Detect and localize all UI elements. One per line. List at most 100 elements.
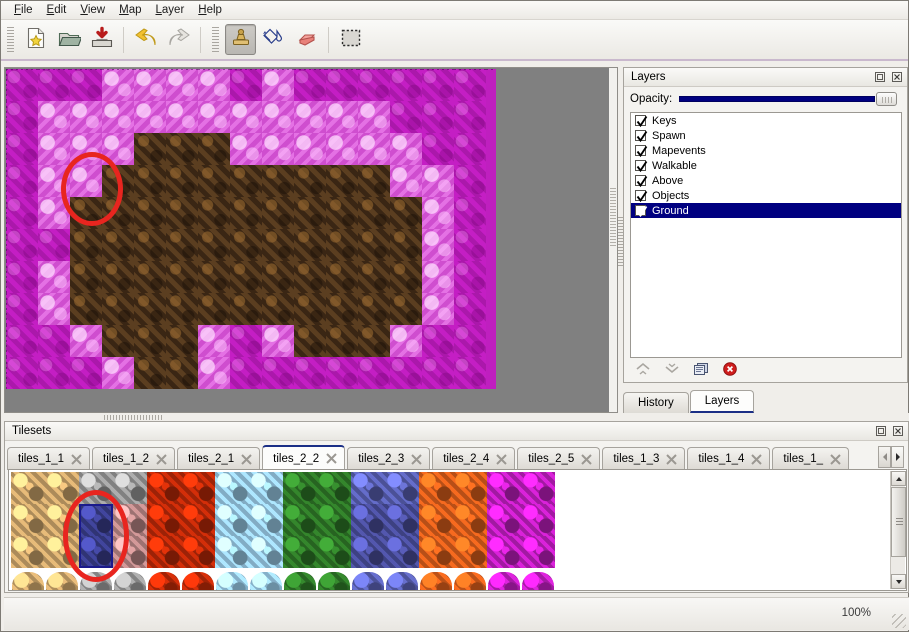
map-tile[interactable] bbox=[358, 101, 390, 133]
toolbar-drag-grip[interactable] bbox=[7, 26, 14, 53]
map-tile[interactable] bbox=[166, 261, 198, 293]
tileset-tile[interactable] bbox=[215, 568, 249, 590]
tileset-tile[interactable] bbox=[45, 472, 80, 505]
tileset-tile[interactable] bbox=[453, 472, 488, 505]
map-tile[interactable] bbox=[390, 69, 422, 101]
tileset-tile[interactable] bbox=[45, 504, 80, 537]
map-tile[interactable] bbox=[262, 293, 294, 325]
map-tile[interactable] bbox=[422, 229, 454, 261]
map-tile[interactable] bbox=[294, 133, 326, 165]
tileset-tile[interactable] bbox=[283, 504, 318, 537]
map-tile[interactable] bbox=[134, 293, 166, 325]
map-tile[interactable] bbox=[262, 165, 294, 197]
map-tile[interactable] bbox=[262, 229, 294, 261]
map-tile[interactable] bbox=[70, 69, 102, 101]
tileset-tile[interactable] bbox=[113, 536, 148, 569]
tileset-tile[interactable] bbox=[487, 504, 522, 537]
layer-row[interactable]: Mapevents bbox=[631, 143, 901, 158]
map-tile[interactable] bbox=[390, 197, 422, 229]
tileset-tab-tiles_1_3[interactable]: tiles_1_3 bbox=[602, 447, 686, 470]
layer-row[interactable]: Keys bbox=[631, 113, 901, 128]
map-tile[interactable] bbox=[230, 357, 262, 389]
tileset-tile[interactable] bbox=[215, 536, 250, 569]
menu-file[interactable]: File bbox=[7, 2, 40, 18]
tileset-tile[interactable] bbox=[181, 568, 215, 590]
tileset-tile[interactable] bbox=[385, 568, 419, 590]
tileset-tile[interactable] bbox=[249, 536, 284, 569]
map-tile[interactable] bbox=[166, 197, 198, 229]
map-canvas[interactable] bbox=[6, 69, 496, 389]
tileset-tile[interactable] bbox=[79, 536, 114, 569]
layer-visibility-checkbox[interactable] bbox=[635, 175, 648, 188]
map-tile[interactable] bbox=[326, 101, 358, 133]
layer-row[interactable]: Above bbox=[631, 173, 901, 188]
map-tile[interactable] bbox=[134, 261, 166, 293]
map-tile[interactable] bbox=[326, 293, 358, 325]
map-tile[interactable] bbox=[358, 261, 390, 293]
tileset-tab-tiles_2_2[interactable]: tiles_2_2 bbox=[262, 445, 346, 470]
layer-visibility-checkbox[interactable] bbox=[635, 130, 648, 143]
map-tile[interactable] bbox=[70, 357, 102, 389]
map-tile[interactable] bbox=[294, 69, 326, 101]
close-tab-icon[interactable] bbox=[751, 453, 763, 465]
paint-bucket-button[interactable] bbox=[258, 24, 289, 55]
map-tile[interactable] bbox=[198, 229, 230, 261]
map-tile[interactable] bbox=[38, 357, 70, 389]
tileset-tile[interactable] bbox=[419, 504, 454, 537]
menu-layer[interactable]: Layer bbox=[149, 2, 192, 18]
tileset-tile[interactable] bbox=[147, 536, 182, 569]
map-tile[interactable] bbox=[38, 261, 70, 293]
map-tile[interactable] bbox=[198, 357, 230, 389]
map-tile[interactable] bbox=[6, 101, 38, 133]
layer-row[interactable]: Spawn bbox=[631, 128, 901, 143]
tileset-tile[interactable] bbox=[181, 472, 216, 505]
map-tile[interactable] bbox=[198, 165, 230, 197]
map-tile[interactable] bbox=[38, 101, 70, 133]
map-tile[interactable] bbox=[198, 261, 230, 293]
tileset-tile[interactable] bbox=[147, 504, 182, 537]
map-tile[interactable] bbox=[166, 293, 198, 325]
eraser-button[interactable] bbox=[291, 24, 322, 55]
map-tile[interactable] bbox=[166, 325, 198, 357]
map-tile[interactable] bbox=[390, 165, 422, 197]
tileset-tile[interactable] bbox=[45, 568, 79, 590]
map-tile[interactable] bbox=[326, 133, 358, 165]
tileset-tile[interactable] bbox=[419, 568, 453, 590]
map-tile[interactable] bbox=[198, 101, 230, 133]
map-tile[interactable] bbox=[454, 69, 486, 101]
float-panel-icon[interactable] bbox=[874, 424, 888, 438]
map-tile[interactable] bbox=[294, 261, 326, 293]
tileset-tile[interactable] bbox=[521, 504, 556, 537]
tileset-tile[interactable] bbox=[249, 568, 283, 590]
tileset-tab-tiles_2_3[interactable]: tiles_2_3 bbox=[347, 447, 431, 470]
map-tile[interactable] bbox=[390, 357, 422, 389]
map-tile[interactable] bbox=[230, 229, 262, 261]
map-tile[interactable] bbox=[390, 229, 422, 261]
tileset-tab-tiles_1_4[interactable]: tiles_1_4 bbox=[687, 447, 771, 470]
tileset-tile[interactable] bbox=[181, 504, 216, 537]
map-tile[interactable] bbox=[390, 101, 422, 133]
scroll-down-arrow-icon[interactable] bbox=[891, 574, 906, 589]
layer-visibility-checkbox[interactable] bbox=[635, 160, 648, 173]
layer-visibility-checkbox[interactable] bbox=[635, 115, 648, 128]
tileset-tile[interactable] bbox=[11, 472, 46, 505]
map-tile[interactable] bbox=[326, 229, 358, 261]
map-tile[interactable] bbox=[6, 325, 38, 357]
map-tile[interactable] bbox=[262, 133, 294, 165]
map-tile[interactable] bbox=[198, 325, 230, 357]
tileset-scrollbar-thumb[interactable] bbox=[891, 487, 906, 557]
map-tile[interactable] bbox=[6, 197, 38, 229]
tileset-tile[interactable] bbox=[453, 536, 488, 569]
close-tab-icon[interactable] bbox=[496, 453, 507, 465]
layer-visibility-checkbox[interactable] bbox=[635, 190, 648, 203]
vertical-splitter[interactable] bbox=[618, 67, 623, 413]
close-tab-icon[interactable] bbox=[156, 453, 167, 465]
scroll-up-arrow-icon[interactable] bbox=[891, 471, 906, 486]
map-tile[interactable] bbox=[70, 197, 102, 229]
map-tile[interactable] bbox=[166, 229, 198, 261]
tileset-tile[interactable] bbox=[11, 568, 45, 590]
layer-row[interactable]: Objects bbox=[631, 188, 901, 203]
tileset-tile[interactable] bbox=[11, 504, 46, 537]
map-tile[interactable] bbox=[358, 229, 390, 261]
menu-help[interactable]: Help bbox=[191, 2, 229, 18]
